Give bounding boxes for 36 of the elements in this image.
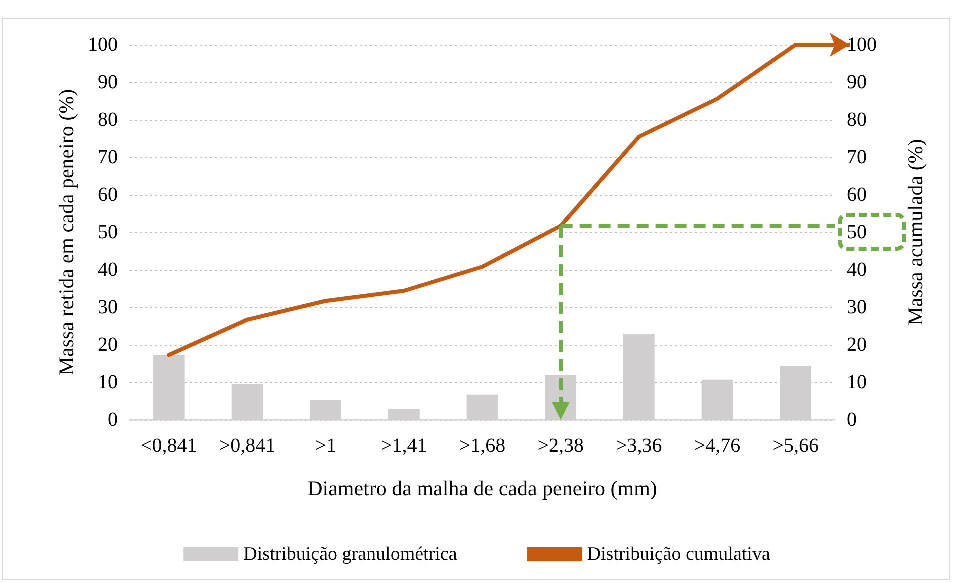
y2-tick-label: 50 xyxy=(847,222,867,244)
y2-tick-label: 0 xyxy=(847,409,857,431)
legend-label: Distribuição granulométrica xyxy=(244,544,458,565)
y2-tick-label: 10 xyxy=(847,372,867,394)
x-tick-label: >1,41 xyxy=(381,435,428,457)
x-tick-label: >0,841 xyxy=(219,435,276,457)
y2-tick-label: 40 xyxy=(847,259,867,281)
y-tick-label: 50 xyxy=(98,222,118,244)
x-tick-label: >3,36 xyxy=(616,435,662,457)
y2-tick-label: 60 xyxy=(847,184,867,206)
y-tick-label: 40 xyxy=(98,259,118,281)
x-tick-label: >1 xyxy=(315,435,336,457)
y2-tick-label: 100 xyxy=(847,34,877,56)
y-axis-title: Massa retida em cada peneiro (%) xyxy=(54,89,79,376)
y-tick-label: 30 xyxy=(98,296,118,318)
y-tick-label: 20 xyxy=(98,334,118,356)
y2-tick-label: 30 xyxy=(847,296,867,318)
x-tick-label: >4,76 xyxy=(694,435,741,457)
y2-tick-label: 20 xyxy=(847,334,867,356)
x-axis-title: Diametro da malha de cada peneiro (mm) xyxy=(308,476,658,500)
x-tick-label: >5,66 xyxy=(772,435,819,457)
x-tick-label: <0,841 xyxy=(141,435,198,457)
y-tick-label: 100 xyxy=(88,34,118,56)
y2-tick-label: 80 xyxy=(847,109,867,131)
y-tick-label: 70 xyxy=(98,146,118,168)
y2-tick-label: 90 xyxy=(847,72,867,94)
x-tick-label: >1,68 xyxy=(459,435,506,457)
y-tick-label: 90 xyxy=(98,72,118,94)
y2-tick-label: 70 xyxy=(847,146,867,168)
legend-label: Distribuição cumulativa xyxy=(587,544,771,565)
y2-axis-title: Massa acumulada (%) xyxy=(904,139,928,326)
x-tick-label: >2,38 xyxy=(538,435,584,457)
y-tick-label: 80 xyxy=(98,109,118,131)
y-tick-label: 0 xyxy=(108,409,118,431)
y-tick-label: 10 xyxy=(98,372,118,394)
y-tick-label: 60 xyxy=(98,184,118,206)
